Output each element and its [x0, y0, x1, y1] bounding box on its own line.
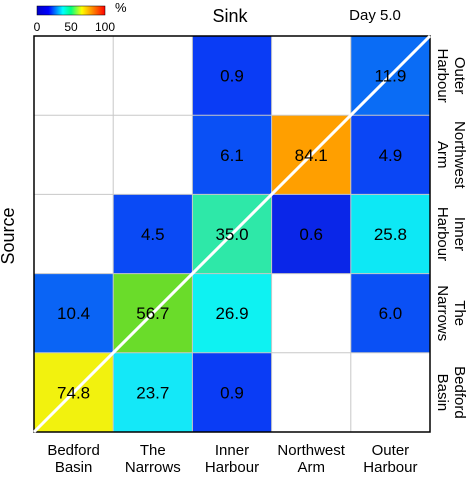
cell-value-label: 0.6 — [299, 225, 323, 244]
heatmap-cell — [350, 194, 430, 274]
chart-subtitle: Day 5.0 — [349, 7, 401, 24]
heatmap-grid — [33, 35, 431, 433]
heatmap-cell — [113, 352, 193, 432]
heatmap-cell — [192, 352, 272, 432]
diagonal-line — [32, 34, 432, 434]
heatmap-cell — [350, 115, 430, 195]
row-label: BedfordBasin — [434, 366, 468, 419]
cell-value-label: 4.5 — [141, 225, 165, 244]
heatmap-cell — [34, 273, 114, 353]
row-label: TheNarrows — [434, 285, 468, 341]
cell-value-label: 84.1 — [295, 146, 328, 165]
column-label: Inner Harbour — [205, 442, 259, 476]
cell-values: 0.9 11.9 6.1 84.1 4.9 4.5 35.0 0.6 25.8 10.4 56.7 2… — [57, 67, 407, 403]
heatmap-cell — [192, 273, 272, 353]
heatmap-cell — [271, 194, 351, 274]
y-axis-title: Source — [0, 207, 18, 264]
cell-value-label: 25.8 — [374, 225, 407, 244]
cell-value-label: 56.7 — [136, 304, 169, 323]
heatmap-cell — [192, 115, 272, 195]
chart-title: Sink — [212, 6, 248, 26]
cell-value-label: 10.4 — [57, 304, 90, 323]
colorbar-tick-label: 0 — [34, 20, 41, 34]
cell-value-label: 74.8 — [57, 383, 90, 402]
cell-value-label: 26.9 — [215, 304, 248, 323]
colorbar-tick-label: 100 — [95, 20, 115, 34]
row-label: OuterHarbour — [434, 48, 468, 102]
column-label: Bedford Basin — [47, 442, 100, 476]
row-labels: OuterHarbour NorthwestArm InnerHarbour TheN… — [434, 48, 468, 418]
colorbar — [36, 5, 106, 16]
colorbar-unit: % — [115, 0, 127, 15]
cell-value-label: 11.9 — [374, 67, 406, 86]
row-label: InnerHarbour — [434, 207, 468, 261]
column-label: The Narrows — [125, 442, 181, 476]
cell-value-label: 6.0 — [379, 304, 403, 323]
cell-value-label: 23.7 — [136, 383, 169, 402]
cell-value-label: 35.0 — [215, 225, 248, 244]
cell-value-label: 0.9 — [220, 383, 244, 402]
heatmap-cell — [350, 273, 430, 353]
heatmap-cell — [113, 194, 193, 274]
row-label: NorthwestArm — [434, 121, 468, 189]
colorbar-ticks: 0 50 100 — [34, 20, 116, 34]
column-labels: Bedford Basin The Narrows Inner Harbour Northw… — [47, 442, 417, 476]
column-label: Northwest Arm — [277, 442, 345, 476]
cell-value-label: 0.9 — [220, 67, 244, 86]
heatmap-cell — [192, 36, 272, 116]
column-label: Outer Harbour — [363, 442, 417, 476]
plot-frame — [33, 35, 431, 433]
cell-value-label: 6.1 — [220, 146, 244, 165]
colorbar-tick-label: 50 — [64, 20, 78, 34]
cell-value-label: 4.9 — [379, 146, 403, 165]
